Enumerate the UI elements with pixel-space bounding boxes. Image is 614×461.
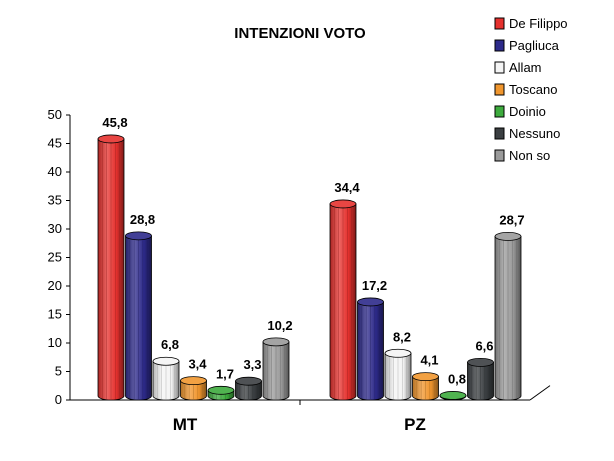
y-tick-label: 35	[48, 193, 62, 208]
data-labels: 45,8 28,8 6,8 3,4 1,7 3,3 10,2 34,4 17,2 8,2 4,1 0,…	[102, 115, 524, 387]
bar-pz-toscano	[412, 372, 439, 401]
legend: De Filippo Pagliuca Allam Toscano Doinio Ness…	[494, 16, 568, 163]
data-label: 0,8	[448, 371, 466, 386]
bar-mt-doinio	[207, 385, 235, 401]
legend-swatch	[494, 17, 505, 30]
legend-swatch	[494, 39, 505, 52]
legend-label: Nessuno	[509, 126, 560, 141]
data-label: 28,7	[499, 212, 524, 227]
y-tick-label: 15	[48, 307, 62, 322]
data-label: 1,7	[216, 366, 234, 381]
legend-label: Doinio	[509, 104, 546, 119]
y-tick-label: 10	[48, 335, 62, 350]
legend-label: Pagliuca	[509, 38, 560, 53]
bar-mt-allam	[152, 356, 180, 401]
legend-item-doinio: Doinio	[494, 104, 546, 119]
y-tick-label: 50	[48, 107, 62, 122]
data-label: 3,4	[188, 357, 207, 372]
legend-label: Toscano	[509, 82, 557, 97]
y-tick-label: 30	[48, 221, 62, 236]
legend-item-nessuno: Nessuno	[494, 126, 560, 141]
bars	[97, 134, 522, 401]
legend-item-allam: Allam	[494, 60, 542, 75]
legend-label: De Filippo	[509, 16, 568, 31]
y-tick-label: 0	[55, 392, 62, 407]
data-label: 6,8	[161, 337, 179, 352]
bar-mt-pagliuca	[125, 231, 152, 401]
axes: 0 5 10 15 20 25 30 35 40 45 50 MT PZ	[48, 107, 551, 434]
legend-item-toscano: Toscano	[494, 82, 557, 97]
data-label: 8,2	[393, 329, 411, 344]
legend-item-de-filippo: De Filippo	[494, 16, 568, 31]
legend-swatch	[494, 61, 505, 74]
bar-mt-de-filippo	[97, 134, 125, 401]
legend-item-non-so: Non so	[494, 148, 550, 163]
bar-pz-non-so	[494, 232, 522, 401]
y-tick-label: 25	[48, 250, 62, 265]
data-label: 3,3	[243, 357, 261, 372]
data-label: 10,2	[267, 318, 292, 333]
data-label: 6,6	[475, 338, 493, 353]
bar-pz-nessuno	[467, 357, 494, 401]
chart-title: INTENZIONI VOTO	[234, 25, 366, 42]
bar-mt-toscano	[180, 376, 207, 401]
legend-swatch	[494, 105, 505, 118]
y-tick-label: 45	[48, 136, 62, 151]
data-label: 28,8	[130, 212, 155, 227]
data-label: 17,2	[362, 278, 387, 293]
bar-pz-allam	[384, 348, 412, 401]
legend-swatch	[494, 149, 505, 162]
y-tick-label: 20	[48, 278, 62, 293]
legend-label: Allam	[509, 60, 542, 75]
bar-pz-doinio	[439, 391, 467, 401]
legend-swatch	[494, 127, 505, 140]
legend-swatch	[494, 83, 505, 96]
y-tick-label: 5	[55, 364, 62, 379]
legend-label: Non so	[509, 148, 550, 163]
floor-edge	[529, 385, 551, 401]
y-tick-label: 40	[48, 164, 62, 179]
data-label: 45,8	[102, 115, 127, 130]
bar-pz-pagliuca	[357, 297, 384, 401]
bar-mt-non-so	[262, 337, 290, 401]
category-label-pz: PZ	[404, 415, 426, 434]
bar-pz-de-filippo	[329, 199, 357, 401]
category-label-mt: MT	[173, 415, 198, 434]
bar-mt-nessuno	[235, 376, 262, 401]
legend-item-pagliuca: Pagliuca	[494, 38, 560, 53]
data-label: 34,4	[334, 180, 360, 195]
data-label: 4,1	[420, 353, 438, 368]
